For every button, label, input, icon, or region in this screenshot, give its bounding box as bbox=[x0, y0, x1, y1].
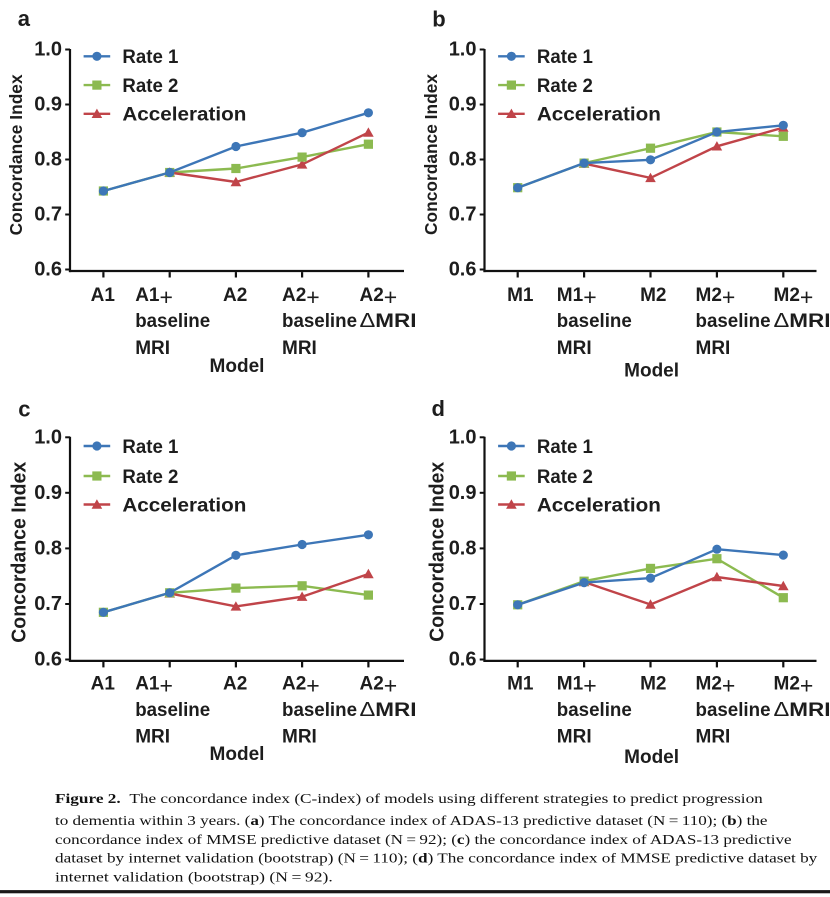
svg-text:Concordance Index: Concordance Index bbox=[6, 74, 26, 235]
svg-text:baseline: baseline bbox=[557, 311, 632, 332]
svg-text:0.8: 0.8 bbox=[449, 538, 477, 560]
svg-text:MRI: MRI bbox=[135, 338, 170, 359]
svg-text:0.9: 0.9 bbox=[449, 482, 477, 504]
svg-text:baseline: baseline bbox=[135, 700, 210, 721]
svg-text:0.7: 0.7 bbox=[34, 593, 62, 615]
svg-text:0.6: 0.6 bbox=[449, 259, 477, 281]
svg-text:MRI: MRI bbox=[282, 727, 317, 748]
svg-text:baseline: baseline bbox=[135, 311, 210, 332]
svg-text:M2+: M2+ bbox=[696, 284, 736, 310]
svg-text:A2+: A2+ bbox=[282, 673, 320, 699]
svg-text:0.7: 0.7 bbox=[34, 204, 62, 226]
svg-text:Concordance Index: Concordance Index bbox=[427, 462, 449, 642]
svg-text:M2+: M2+ bbox=[774, 673, 814, 699]
svg-text:0.8: 0.8 bbox=[34, 538, 62, 560]
svg-text:A2: A2 bbox=[223, 674, 247, 695]
svg-text:MRI: MRI bbox=[282, 338, 317, 359]
svg-text:M2+: M2+ bbox=[696, 673, 736, 699]
svg-text:Acceleration: Acceleration bbox=[122, 495, 246, 516]
svg-text:M1+: M1+ bbox=[557, 673, 597, 699]
svg-text:baseline: baseline bbox=[696, 700, 771, 721]
svg-text:internet validation (bootstrap: internet validation (bootstrap) (N = 92)… bbox=[55, 870, 333, 885]
svg-text:baseline: baseline bbox=[696, 311, 771, 332]
svg-text:M1: M1 bbox=[507, 285, 534, 306]
svg-text:M2: M2 bbox=[640, 674, 666, 695]
svg-text:1.0: 1.0 bbox=[449, 426, 477, 448]
svg-text:Concordance Index: Concordance Index bbox=[421, 74, 441, 235]
svg-text:0.7: 0.7 bbox=[449, 204, 477, 226]
svg-text:baseline: baseline bbox=[282, 700, 357, 721]
svg-text:concordance index of MMSE pred: concordance index of MMSE predictive dat… bbox=[55, 832, 792, 847]
svg-text:0.6: 0.6 bbox=[449, 649, 477, 671]
svg-text:Model: Model bbox=[624, 360, 679, 381]
svg-text:Model: Model bbox=[210, 356, 265, 377]
svg-text:1.0: 1.0 bbox=[34, 426, 62, 448]
svg-text:Rate 1: Rate 1 bbox=[537, 47, 593, 68]
svg-text:Concordance Index: Concordance Index bbox=[9, 462, 31, 643]
svg-text:0.6: 0.6 bbox=[34, 259, 62, 281]
svg-text:b: b bbox=[432, 6, 445, 31]
svg-text:Rate 2: Rate 2 bbox=[122, 467, 178, 488]
svg-text:Acceleration: Acceleration bbox=[122, 105, 246, 126]
svg-text:d: d bbox=[432, 396, 445, 421]
svg-text:A2+: A2+ bbox=[360, 284, 398, 310]
svg-text:Acceleration: Acceleration bbox=[537, 105, 661, 126]
svg-text:1.0: 1.0 bbox=[449, 39, 477, 61]
svg-text:Acceleration: Acceleration bbox=[537, 495, 661, 516]
svg-text:MRI: MRI bbox=[557, 338, 592, 359]
svg-text:M1+: M1+ bbox=[557, 284, 597, 310]
svg-text:M1: M1 bbox=[507, 674, 534, 695]
svg-text:MRI: MRI bbox=[135, 727, 170, 748]
svg-text:c: c bbox=[18, 396, 30, 421]
svg-text:Model: Model bbox=[624, 747, 679, 768]
svg-text:0.7: 0.7 bbox=[449, 593, 477, 615]
svg-text:M2: M2 bbox=[640, 285, 666, 306]
svg-text:0.8: 0.8 bbox=[34, 149, 62, 171]
svg-text:MRI: MRI bbox=[557, 727, 592, 748]
svg-text:MRI: MRI bbox=[696, 727, 731, 748]
svg-text:A1: A1 bbox=[91, 285, 116, 306]
svg-text:M2+: M2+ bbox=[774, 284, 814, 310]
svg-text:1.0: 1.0 bbox=[34, 39, 62, 61]
svg-text:Rate 2: Rate 2 bbox=[537, 467, 593, 488]
svg-text:0.9: 0.9 bbox=[449, 94, 477, 116]
svg-text:A1+: A1+ bbox=[135, 284, 173, 310]
svg-text:Model: Model bbox=[210, 744, 265, 765]
svg-text:A2+: A2+ bbox=[282, 284, 320, 310]
svg-text:A2: A2 bbox=[223, 285, 247, 306]
svg-text:A1+: A1+ bbox=[135, 673, 173, 699]
svg-text:baseline: baseline bbox=[557, 700, 632, 721]
svg-text:MRI: MRI bbox=[696, 338, 731, 359]
svg-text:Rate 1: Rate 1 bbox=[537, 437, 593, 458]
svg-text:Rate 2: Rate 2 bbox=[122, 76, 178, 97]
svg-text:0.8: 0.8 bbox=[449, 149, 477, 171]
svg-text:A2+: A2+ bbox=[360, 673, 398, 699]
svg-text:0.6: 0.6 bbox=[34, 649, 62, 671]
svg-text:0.9: 0.9 bbox=[34, 482, 62, 504]
svg-text:dataset by internet validation: dataset by internet validation (bootstra… bbox=[55, 851, 817, 866]
svg-text:baseline: baseline bbox=[282, 311, 357, 332]
svg-text:Figure 2. The concordance inde: Figure 2. The concordance index (C-index… bbox=[55, 791, 763, 806]
svg-text:0.9: 0.9 bbox=[34, 94, 62, 116]
svg-text:A1: A1 bbox=[91, 674, 116, 695]
svg-text:to dementia within 3 years. (a: to dementia within 3 years. (a) The conc… bbox=[55, 814, 768, 829]
svg-text:Rate 2: Rate 2 bbox=[537, 76, 593, 97]
svg-text:Rate 1: Rate 1 bbox=[122, 437, 178, 458]
svg-text:Rate 1: Rate 1 bbox=[122, 47, 178, 68]
svg-text:a: a bbox=[18, 6, 31, 31]
